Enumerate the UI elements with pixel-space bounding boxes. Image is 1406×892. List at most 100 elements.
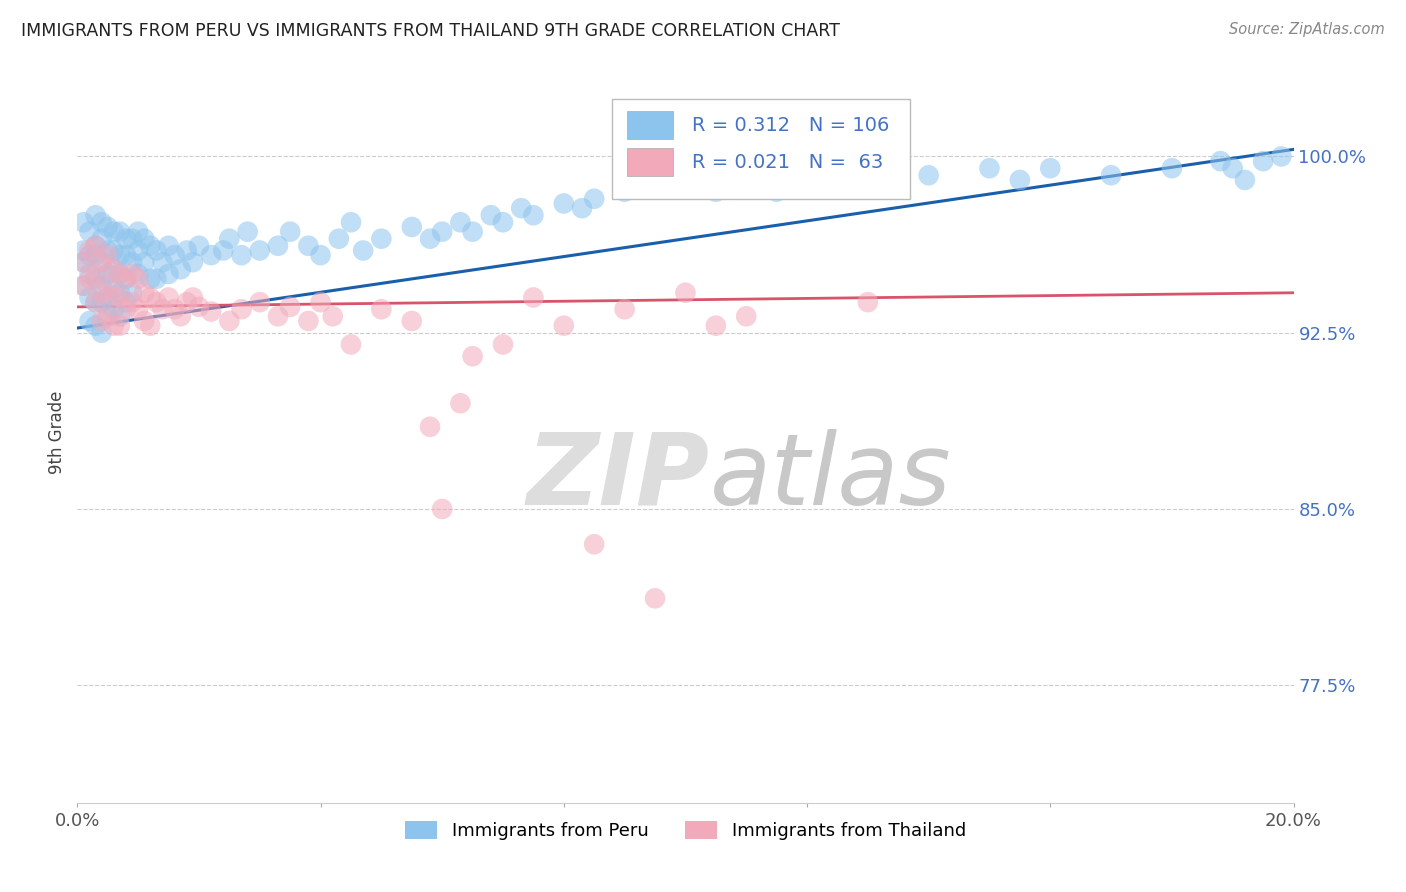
- Immigrants from Peru: [90, 232, 112, 246]
- Immigrants from Peru: [84, 271, 107, 285]
- Immigrants from Thailand: [170, 310, 193, 324]
- Text: Source: ZipAtlas.com: Source: ZipAtlas.com: [1229, 22, 1385, 37]
- FancyBboxPatch shape: [613, 99, 911, 200]
- Immigrants from Peru: [827, 178, 849, 192]
- Immigrants from Peru: [97, 219, 120, 234]
- Immigrants from Thailand: [97, 248, 120, 262]
- Immigrants from Peru: [419, 232, 441, 246]
- Immigrants from Thailand: [90, 255, 112, 269]
- Immigrants from Peru: [613, 185, 636, 199]
- Immigrants from Peru: [79, 267, 101, 281]
- Immigrants from Thailand: [108, 318, 131, 333]
- Immigrants from Thailand: [401, 314, 423, 328]
- Immigrants from Thailand: [176, 295, 198, 310]
- Immigrants from Thailand: [108, 267, 131, 281]
- Immigrants from Peru: [127, 225, 149, 239]
- Immigrants from Peru: [856, 173, 879, 187]
- Immigrants from Thailand: [449, 396, 471, 410]
- Immigrants from Peru: [72, 215, 94, 229]
- Immigrants from Thailand: [157, 290, 180, 304]
- Immigrants from Thailand: [134, 285, 156, 300]
- Legend: Immigrants from Peru, Immigrants from Thailand: Immigrants from Peru, Immigrants from Th…: [398, 814, 973, 847]
- Immigrants from Thailand: [675, 285, 697, 300]
- Immigrants from Peru: [522, 208, 544, 222]
- Immigrants from Thailand: [152, 302, 174, 317]
- Immigrants from Peru: [1222, 161, 1244, 176]
- Immigrants from Peru: [675, 173, 697, 187]
- Immigrants from Thailand: [121, 295, 143, 310]
- Immigrants from Peru: [212, 244, 235, 258]
- Immigrants from Thailand: [309, 295, 332, 310]
- Immigrants from Thailand: [704, 318, 727, 333]
- Immigrants from Peru: [115, 295, 138, 310]
- Immigrants from Peru: [979, 161, 1001, 176]
- Immigrants from Peru: [108, 248, 131, 262]
- Immigrants from Peru: [84, 239, 107, 253]
- Immigrants from Peru: [90, 278, 112, 293]
- Immigrants from Peru: [97, 290, 120, 304]
- Immigrants from Peru: [79, 314, 101, 328]
- Immigrants from Peru: [188, 239, 211, 253]
- Immigrants from Thailand: [430, 502, 453, 516]
- Immigrants from Peru: [121, 285, 143, 300]
- Immigrants from Thailand: [735, 310, 758, 324]
- Immigrants from Thailand: [218, 314, 240, 328]
- Immigrants from Peru: [157, 267, 180, 281]
- Immigrants from Peru: [157, 239, 180, 253]
- Immigrants from Peru: [79, 225, 101, 239]
- Immigrants from Thailand: [145, 295, 167, 310]
- Immigrants from Peru: [84, 208, 107, 222]
- Immigrants from Peru: [328, 232, 350, 246]
- Text: R = 0.021   N =  63: R = 0.021 N = 63: [692, 153, 883, 172]
- Immigrants from Peru: [97, 244, 120, 258]
- Immigrants from Thailand: [127, 271, 149, 285]
- Immigrants from Peru: [449, 215, 471, 229]
- Immigrants from Thailand: [79, 271, 101, 285]
- Immigrants from Peru: [181, 255, 204, 269]
- Immigrants from Thailand: [72, 255, 94, 269]
- Immigrants from Peru: [121, 232, 143, 246]
- Y-axis label: 9th Grade: 9th Grade: [48, 391, 66, 475]
- Immigrants from Peru: [115, 232, 138, 246]
- Immigrants from Peru: [90, 215, 112, 229]
- Immigrants from Peru: [796, 173, 818, 187]
- Immigrants from Thailand: [419, 419, 441, 434]
- Immigrants from Peru: [79, 290, 101, 304]
- Immigrants from Thailand: [72, 278, 94, 293]
- Immigrants from Peru: [1251, 154, 1274, 169]
- Immigrants from Thailand: [121, 267, 143, 281]
- Immigrants from Thailand: [553, 318, 575, 333]
- Immigrants from Peru: [267, 239, 290, 253]
- Immigrants from Peru: [97, 310, 120, 324]
- Immigrants from Peru: [134, 255, 156, 269]
- Immigrants from Peru: [90, 326, 112, 340]
- Immigrants from Peru: [152, 255, 174, 269]
- Immigrants from Peru: [163, 248, 186, 262]
- Immigrants from Peru: [72, 244, 94, 258]
- Immigrants from Peru: [1039, 161, 1062, 176]
- Immigrants from Peru: [103, 244, 125, 258]
- Immigrants from Thailand: [139, 290, 162, 304]
- Immigrants from Peru: [401, 219, 423, 234]
- FancyBboxPatch shape: [627, 148, 673, 177]
- Immigrants from Thailand: [644, 591, 666, 606]
- Immigrants from Peru: [121, 255, 143, 269]
- Immigrants from Peru: [492, 215, 515, 229]
- Immigrants from Peru: [200, 248, 222, 262]
- Immigrants from Peru: [103, 225, 125, 239]
- Immigrants from Peru: [510, 201, 533, 215]
- Immigrants from Peru: [1161, 161, 1184, 176]
- Text: ZIP: ZIP: [527, 428, 710, 525]
- Immigrants from Peru: [735, 178, 758, 192]
- Immigrants from Peru: [1209, 154, 1232, 169]
- Immigrants from Peru: [370, 232, 392, 246]
- Immigrants from Peru: [918, 168, 941, 182]
- Immigrants from Peru: [176, 244, 198, 258]
- Immigrants from Thailand: [139, 318, 162, 333]
- Immigrants from Peru: [97, 267, 120, 281]
- Immigrants from Peru: [479, 208, 502, 222]
- Text: atlas: atlas: [710, 428, 952, 525]
- Immigrants from Thailand: [231, 302, 253, 317]
- Immigrants from Peru: [108, 285, 131, 300]
- Immigrants from Thailand: [583, 537, 606, 551]
